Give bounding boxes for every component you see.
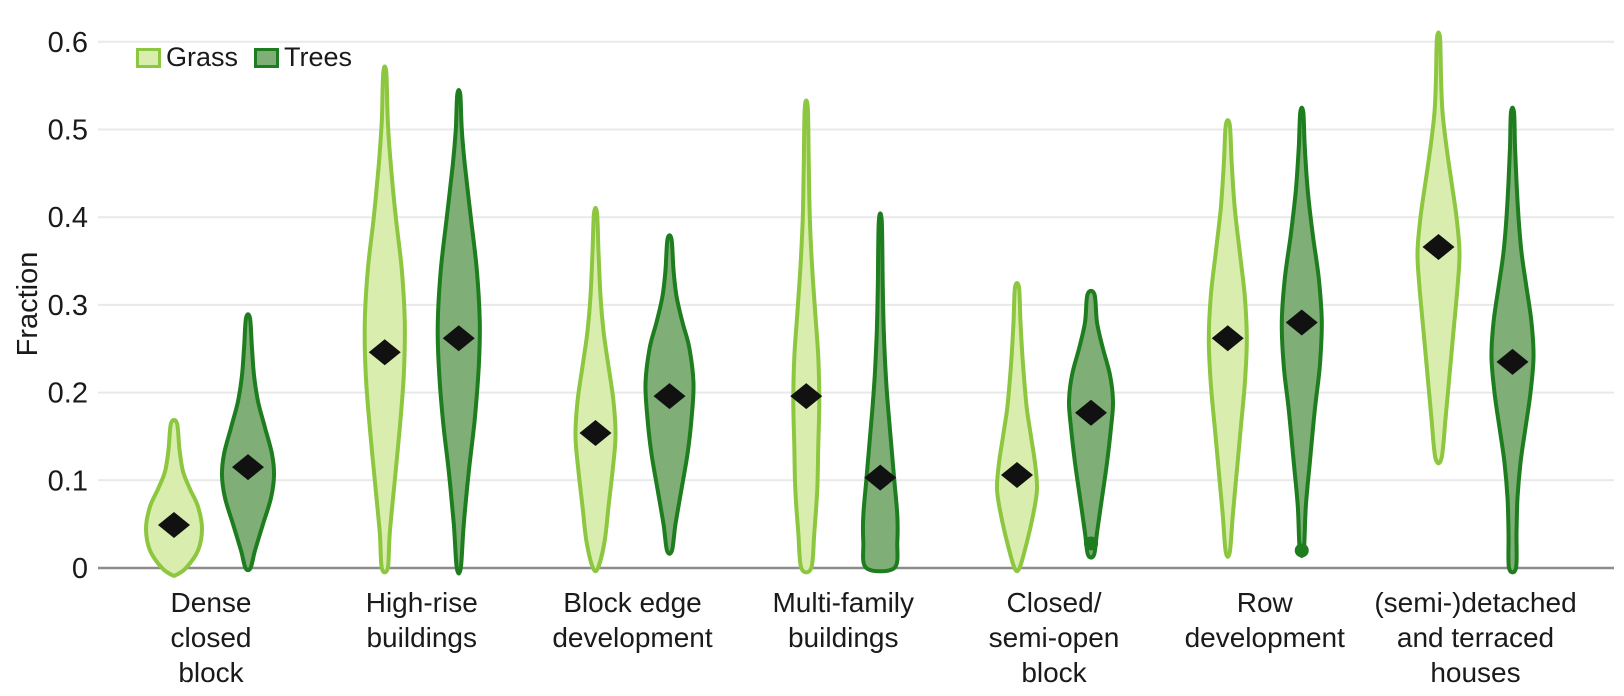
y-tick-label: 0.6 [48, 27, 88, 59]
y-axis-title: Fraction [12, 251, 44, 357]
legend-label-grass: Grass [166, 42, 239, 72]
x-category-label: Row development [1185, 587, 1346, 653]
median-marker-grass-6 [1422, 234, 1455, 261]
median-marker-trees-0 [232, 454, 264, 481]
x-category-label: (semi-)detached and terraced houses [1374, 587, 1576, 688]
trees-swatch-icon [254, 47, 280, 68]
legend-item-trees: Trees [254, 44, 352, 71]
median-marker-grass-2 [579, 419, 612, 446]
median-marker-grass-5 [1211, 325, 1244, 352]
y-tick-label: 0.5 [48, 115, 88, 147]
x-category-label: Closed/semi-open block [989, 587, 1120, 688]
median-marker-grass-0 [158, 512, 190, 539]
median-marker-trees-4 [1075, 399, 1107, 426]
y-tick-label: 0.4 [48, 202, 88, 234]
outlier-dot-trees-5 [1294, 543, 1309, 558]
y-tick-label: 0 [72, 553, 88, 585]
y-tick-label: 0.3 [48, 290, 88, 322]
median-marker-grass-4 [1001, 462, 1033, 489]
median-marker-trees-5 [1285, 309, 1318, 336]
violin-grass-0 [144, 418, 204, 578]
violin-grass-1 [362, 64, 407, 575]
violin-trees-6 [1489, 105, 1536, 575]
legend: Grass Trees [136, 44, 352, 71]
violin-grass-3 [791, 98, 822, 575]
x-category-label: Block edge development [552, 587, 713, 653]
y-tick-label: 0.1 [48, 465, 88, 497]
legend-label-trees: Trees [284, 42, 353, 72]
violin-grass-2 [573, 205, 618, 574]
violin-grass-4 [994, 280, 1040, 574]
x-category-label: Dense closed block [171, 587, 252, 688]
y-tick-label: 0.2 [48, 378, 88, 410]
median-marker-trees-6 [1496, 348, 1529, 375]
median-marker-trees-1 [442, 325, 475, 352]
median-marker-grass-3 [790, 383, 823, 410]
median-marker-grass-1 [368, 339, 401, 366]
median-marker-trees-3 [864, 464, 897, 491]
x-category-label: Multi-family buildings [772, 587, 914, 653]
outlier-dot-trees-4 [1084, 536, 1098, 551]
violin-trees-0 [219, 312, 277, 573]
grass-swatch-icon [136, 47, 161, 68]
legend-item-grass: Grass [136, 44, 238, 71]
median-marker-trees-2 [653, 383, 686, 410]
x-category-label: High-rise buildings [366, 587, 478, 653]
